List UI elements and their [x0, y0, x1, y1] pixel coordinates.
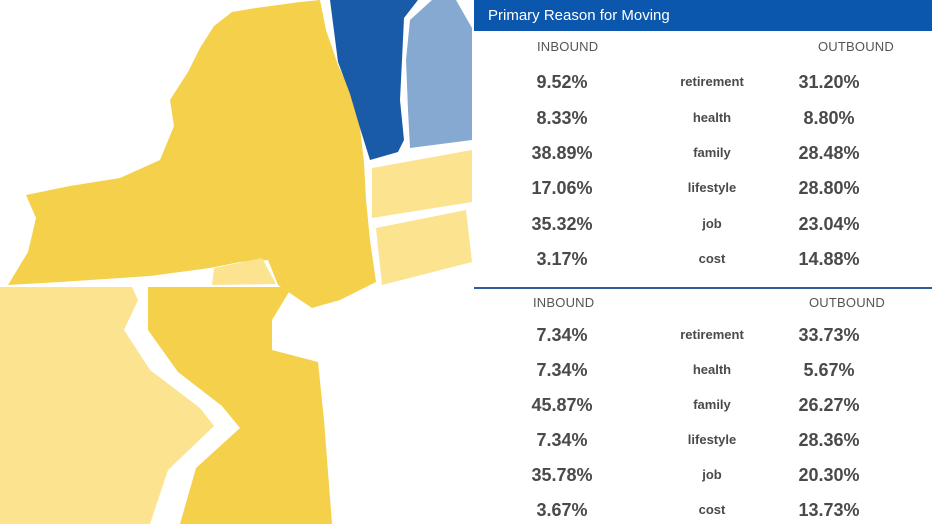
inbound-value: 8.33%	[536, 108, 588, 128]
table-row: 35.78% job 20.30%	[474, 458, 932, 492]
inbound-value: 7.34%	[536, 360, 588, 380]
inbound-value: 38.89%	[531, 143, 593, 163]
reason-label: health	[692, 362, 732, 377]
reason-label: lifestyle	[687, 432, 737, 447]
outbound-column-header: OUTBOUND	[818, 39, 894, 54]
region-new-jersey	[148, 287, 332, 524]
outbound-value: 5.67%	[803, 360, 855, 380]
outbound-column-header: OUTBOUND	[809, 295, 885, 310]
region-pennsylvania	[0, 287, 214, 524]
inbound-value: 3.67%	[536, 500, 588, 520]
inbound-value: 3.17%	[536, 249, 588, 269]
inbound-value: 35.32%	[531, 214, 593, 234]
inbound-value: 9.52%	[536, 72, 588, 92]
table-row: 45.87% family 26.27%	[474, 388, 932, 422]
table-row: 35.32% job 23.04%	[474, 207, 932, 241]
table-row: 3.67% cost 13.73%	[474, 493, 932, 524]
outbound-value: 13.73%	[798, 500, 860, 520]
table-row: 7.34% retirement 33.73%	[474, 318, 932, 352]
reason-label: family	[693, 397, 731, 412]
table-row: 8.33% health 8.80%	[474, 101, 932, 135]
reason-label: job	[702, 467, 722, 482]
region-new-york	[8, 0, 376, 308]
inbound-value: 7.34%	[536, 325, 588, 345]
reason-label: lifestyle	[687, 180, 737, 195]
region-connecticut	[376, 210, 472, 285]
outbound-value: 28.36%	[798, 430, 860, 450]
inbound-column-header: INBOUND	[533, 295, 595, 310]
region-new-hampshire	[406, 0, 472, 148]
inbound-value: 7.34%	[536, 430, 588, 450]
reason-label: retirement	[680, 74, 744, 89]
table-row: 7.34% health 5.67%	[474, 353, 932, 387]
outbound-value: 31.20%	[798, 72, 860, 92]
outbound-value: 28.80%	[798, 178, 860, 198]
outbound-value: 33.73%	[798, 325, 860, 345]
inbound-value: 35.78%	[531, 465, 593, 485]
outbound-value: 14.88%	[798, 249, 860, 269]
inbound-value: 45.87%	[531, 395, 593, 415]
outbound-value: 8.80%	[803, 108, 855, 128]
reason-label: cost	[698, 251, 726, 266]
reason-label: family	[693, 145, 731, 160]
region-vermont	[330, 0, 418, 160]
moving-reasons-table-bottom: INBOUND OUTBOUND 7.34% retirement 33.73%…	[474, 287, 932, 524]
table-row: 17.06% lifestyle 28.80%	[474, 171, 932, 205]
region-small-lightgold	[212, 258, 276, 285]
inbound-column-header: INBOUND	[537, 39, 599, 54]
table-row: 7.34% lifestyle 28.36%	[474, 423, 932, 457]
outbound-value: 28.48%	[798, 143, 860, 163]
reason-label: retirement	[680, 327, 744, 342]
region-massachusetts	[372, 150, 472, 218]
outbound-value: 20.30%	[798, 465, 860, 485]
reason-label: health	[692, 110, 732, 125]
table-row: 9.52% retirement 31.20%	[474, 65, 932, 99]
outbound-value: 26.27%	[798, 395, 860, 415]
table-row: 3.17% cost 14.88%	[474, 242, 932, 276]
reason-label: cost	[698, 502, 726, 517]
table-row: 38.89% family 28.48%	[474, 136, 932, 170]
panel-title: Primary Reason for Moving	[474, 0, 932, 31]
moving-reasons-table-top: INBOUND OUTBOUND 9.52% retirement 31.20%…	[474, 31, 932, 284]
reason-label: job	[702, 216, 722, 231]
outbound-value: 23.04%	[798, 214, 860, 234]
inbound-value: 17.06%	[531, 178, 593, 198]
